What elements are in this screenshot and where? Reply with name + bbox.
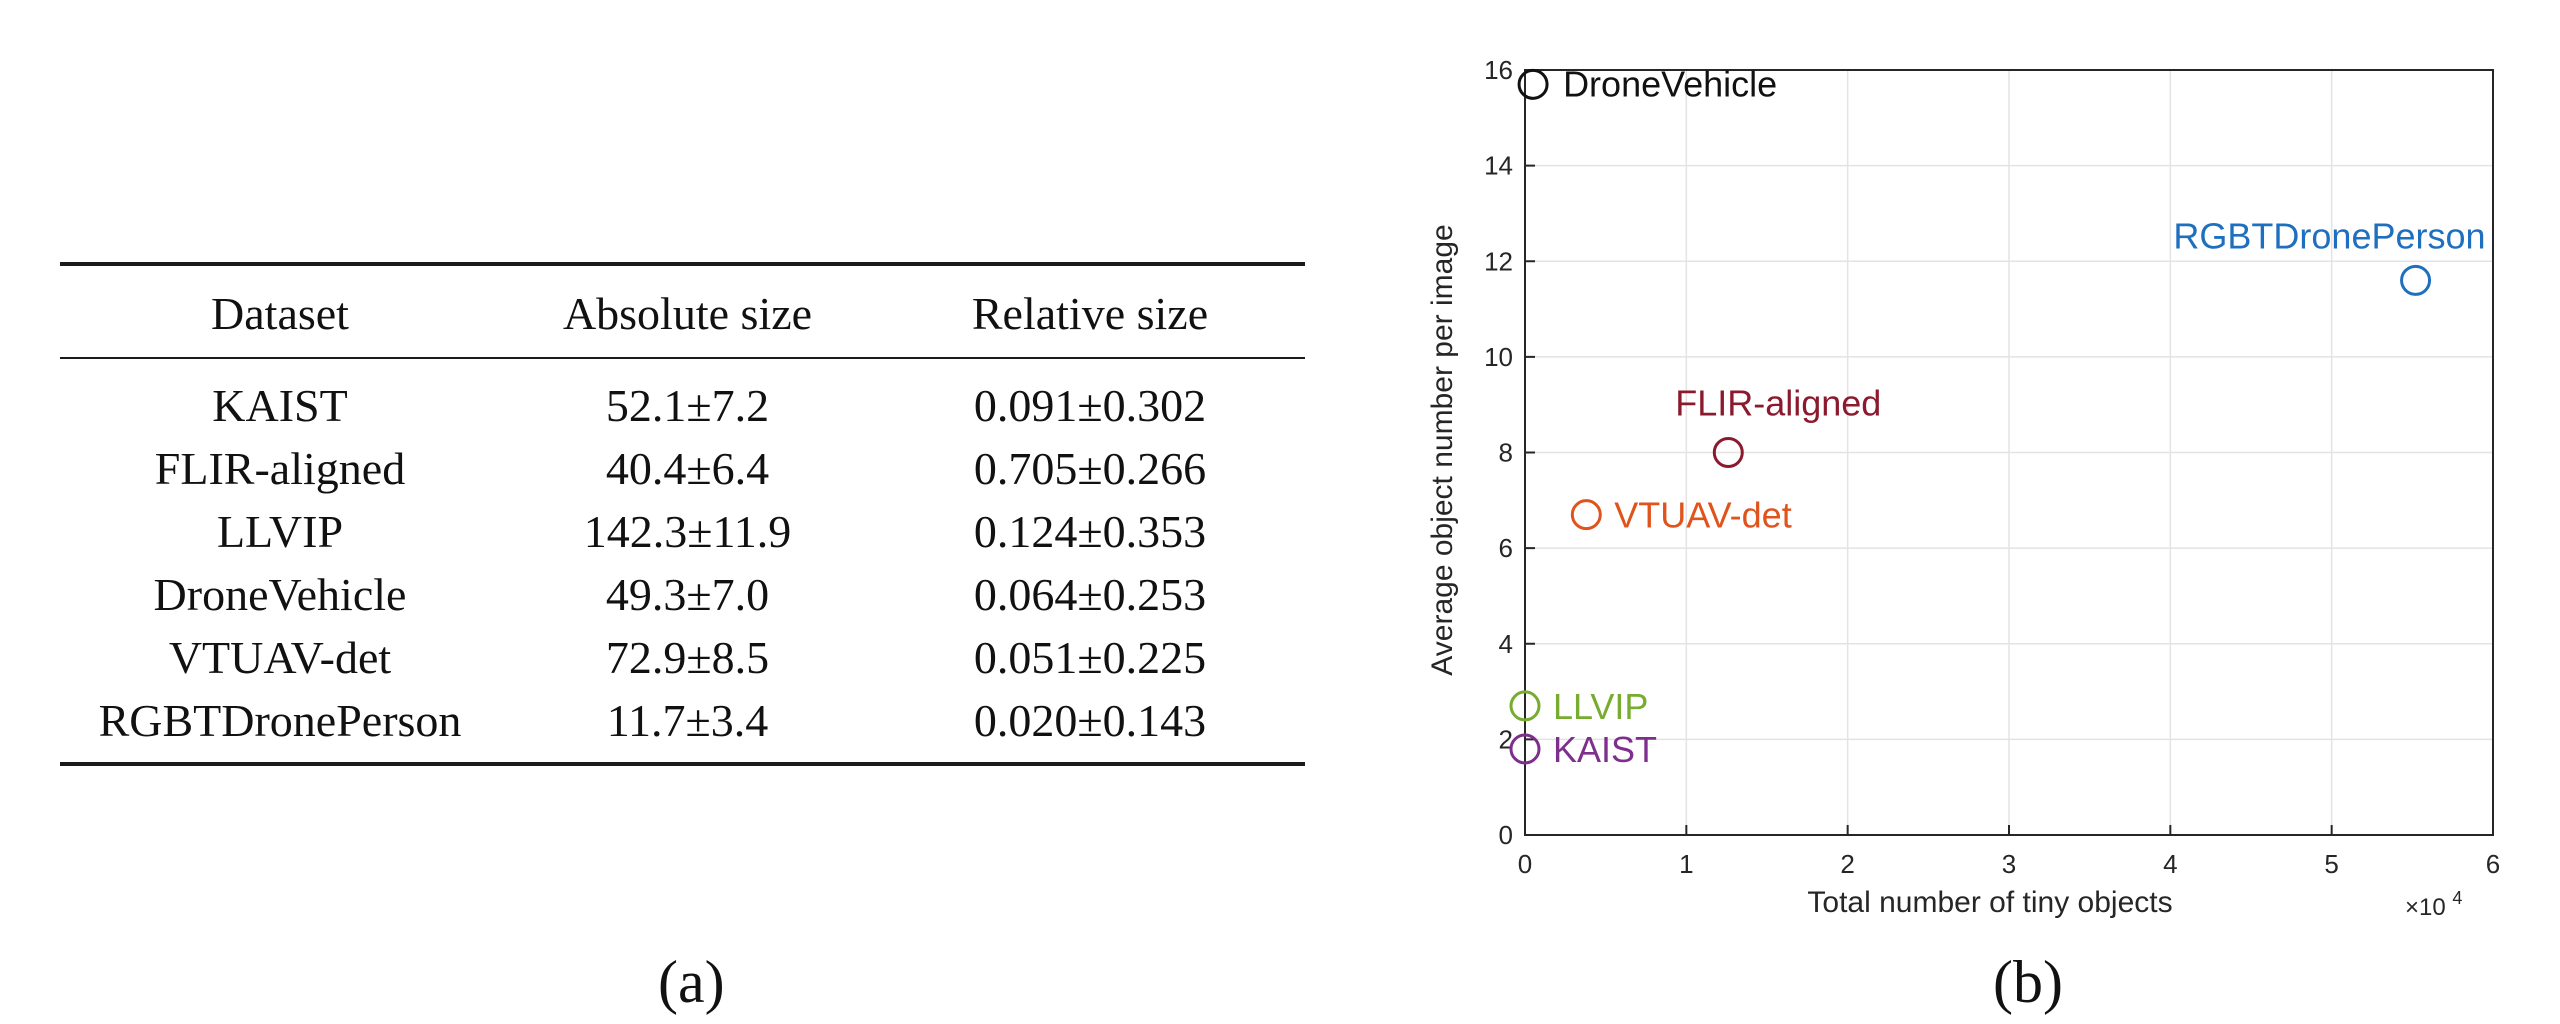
cell-dataset: FLIR-aligned xyxy=(154,443,406,494)
x-tick-label: 4 xyxy=(2163,849,2177,879)
y-tick-label: 14 xyxy=(1484,151,1513,181)
y-tick-label: 4 xyxy=(1499,629,1513,659)
x-tick-label: 1 xyxy=(1679,849,1693,879)
caption-b: (b) xyxy=(1993,949,2063,1015)
point-marker-kaist xyxy=(1509,733,1541,765)
cell-absolute: 49.3±7.0 xyxy=(605,569,770,620)
col-header-relative-size: Relative size xyxy=(971,287,1209,339)
y-axis-label: Average object number per image xyxy=(1426,224,1459,675)
x-tick-label: 0 xyxy=(1518,849,1532,879)
table-row: VTUAV-det 72.9±8.5 0.051±0.225 xyxy=(60,626,1305,689)
cell-absolute: 72.9±8.5 xyxy=(605,632,770,683)
x-multiplier-base: ×10 xyxy=(2405,894,2446,921)
point-label-vtuav-det: VTUAV-det xyxy=(1614,495,1791,536)
y-tick-label: 0 xyxy=(1499,820,1513,850)
cell-absolute: 142.3±11.9 xyxy=(583,506,792,557)
y-tick-label: 16 xyxy=(1484,55,1513,85)
table-row: LLVIP 142.3±11.9 0.124±0.353 xyxy=(60,500,1305,563)
cell-relative: 0.020±0.143 xyxy=(973,695,1207,746)
table-header: Dataset Absolute size Relative size xyxy=(60,280,1305,346)
col-header-absolute-size: Absolute size xyxy=(562,287,813,339)
table-row: FLIR-aligned 40.4±6.4 0.705±0.266 xyxy=(60,437,1305,500)
x-tick-label: 3 xyxy=(2002,849,2016,879)
x-multiplier-exponent: 4 xyxy=(2452,888,2462,908)
point-label-dronevehicle: DroneVehicle xyxy=(1563,63,1777,104)
x-tick-label: 6 xyxy=(2486,849,2500,879)
table-row: KAIST 52.1±7.2 0.091±0.302 xyxy=(60,374,1305,437)
x-tick-label: 2 xyxy=(1840,849,1854,879)
point-label-flir-aligned: FLIR-aligned xyxy=(1675,383,1881,424)
grid-lines xyxy=(1524,69,2494,836)
point-marker-llvip xyxy=(1509,690,1541,722)
cell-relative: 0.124±0.353 xyxy=(973,506,1207,557)
cell-relative: 0.064±0.253 xyxy=(973,569,1207,620)
table-bottom-rule xyxy=(60,762,1305,766)
cell-absolute: 11.7±3.4 xyxy=(606,695,769,746)
cell-absolute: 52.1±7.2 xyxy=(605,380,770,431)
y-tick-label: 2 xyxy=(1499,724,1513,754)
col-header-dataset: Dataset xyxy=(211,287,349,339)
point-label-kaist: KAIST xyxy=(1553,729,1657,770)
cell-relative: 0.091±0.302 xyxy=(973,380,1207,431)
y-tick-label: 10 xyxy=(1484,342,1513,372)
x-tick-label: 5 xyxy=(2324,849,2338,879)
cell-dataset: VTUAV-det xyxy=(168,632,392,683)
table-top-rule xyxy=(60,262,1305,266)
cell-absolute: 40.4±6.4 xyxy=(605,443,770,494)
data-points: DroneVehicle RGBTDronePerson FLIR-aligned V… xyxy=(1509,63,2486,770)
caption-a: (a) xyxy=(658,949,725,1015)
point-label-llvip: LLVIP xyxy=(1553,686,1648,727)
point-label-rgbtdroneperson: RGBTDronePerson xyxy=(2173,215,2485,256)
table-row: RGBTDronePerson 11.7±3.4 0.020±0.143 xyxy=(60,689,1305,752)
cell-dataset: DroneVehicle xyxy=(153,569,407,620)
x-axis-multiplier: ×10 4 xyxy=(2405,888,2462,921)
x-axis-label: Total number of tiny objects xyxy=(1807,886,2172,919)
point-marker-dronevehicle xyxy=(1517,68,1549,100)
cell-relative: 0.705±0.266 xyxy=(973,443,1207,494)
y-tick-label: 6 xyxy=(1499,533,1513,563)
point-marker-rgbtdroneperson xyxy=(2400,264,2432,296)
point-marker-flir-aligned xyxy=(1712,437,1744,468)
cell-dataset: RGBTDronePerson xyxy=(98,695,462,746)
cell-relative: 0.051±0.225 xyxy=(973,632,1207,683)
y-tick-label: 12 xyxy=(1484,246,1513,276)
cell-dataset: LLVIP xyxy=(216,506,344,557)
point-marker-vtuav-det xyxy=(1570,499,1602,531)
table-row: DroneVehicle 49.3±7.0 0.064±0.253 xyxy=(60,563,1305,626)
y-tick-label: 8 xyxy=(1499,438,1513,468)
table-body: KAIST 52.1±7.2 0.091±0.302 FLIR-aligned … xyxy=(60,374,1305,752)
table-mid-rule xyxy=(60,357,1305,359)
cell-dataset: KAIST xyxy=(212,380,348,431)
